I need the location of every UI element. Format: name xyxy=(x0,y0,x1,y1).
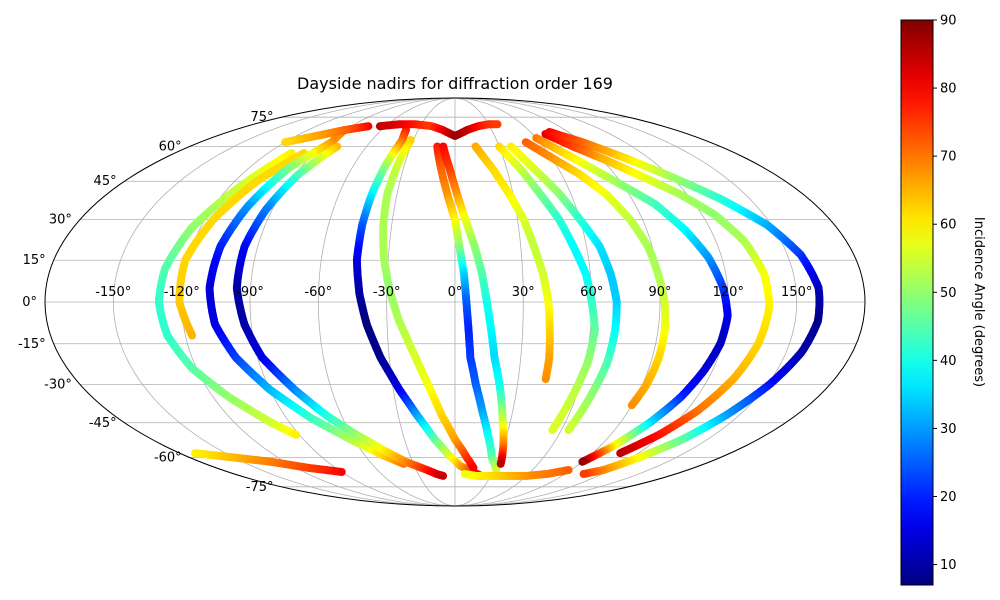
latitude-label: -75° xyxy=(246,480,274,495)
latitude-label: 45° xyxy=(94,174,117,189)
map-boundary xyxy=(44,97,866,507)
colorbar xyxy=(900,19,934,586)
latitude-label: -60° xyxy=(154,451,182,466)
data-point xyxy=(541,375,550,384)
longitude-label: 30° xyxy=(512,285,535,300)
longitude-labels: -150° -120° -90° -60° -30° 0° 30° 60° 90° 120° 150… xyxy=(95,285,812,300)
longitude-label: 0° xyxy=(448,285,463,300)
colorbar-tick-label: 40 xyxy=(940,354,957,369)
data-point xyxy=(578,457,587,466)
longitude-label: 150° xyxy=(781,285,812,300)
chart-title: Dayside nadirs for diffraction order 169 xyxy=(297,74,613,93)
data-point xyxy=(188,331,197,340)
data-points xyxy=(154,120,824,480)
colorbar-tick-label: 90 xyxy=(940,14,957,29)
colorbar-label: Incidence Angle (degrees) xyxy=(971,217,986,387)
colorbar-tick-label: 10 xyxy=(940,558,957,573)
latitude-label: 75° xyxy=(250,110,273,125)
colorbar-tick-label: 20 xyxy=(940,490,957,505)
data-point xyxy=(496,459,505,468)
data-point xyxy=(579,470,588,478)
latitude-label: 60° xyxy=(159,140,182,155)
latitude-label: -15° xyxy=(18,337,46,352)
latitude-label: -30° xyxy=(44,377,72,392)
longitude-label: -30° xyxy=(373,285,401,300)
latitude-label: -45° xyxy=(89,416,117,431)
data-point xyxy=(439,471,448,480)
longitude-label: 60° xyxy=(580,285,603,300)
data-point xyxy=(627,401,636,410)
colorbar-tick-label: 50 xyxy=(940,286,957,301)
colorbar-ticks: 10 20 30 40 50 60 70 80 90 xyxy=(933,14,957,573)
data-point xyxy=(292,430,300,439)
latitude-label: 30° xyxy=(49,213,72,228)
data-point xyxy=(460,470,469,478)
colorbar-tick-label: 30 xyxy=(940,422,957,437)
longitude-label: 120° xyxy=(713,285,744,300)
longitude-label: -60° xyxy=(304,285,332,300)
longitude-label: -150° xyxy=(95,285,131,300)
data-point xyxy=(281,138,290,147)
longitude-label: 90° xyxy=(648,285,671,300)
data-point xyxy=(564,426,573,435)
data-point xyxy=(548,426,557,435)
latitude-label: 15° xyxy=(23,253,46,268)
colorbar-tick-label: 80 xyxy=(940,82,957,97)
latitude-label: 0° xyxy=(22,295,37,310)
colorbar-tick-label: 60 xyxy=(940,218,957,233)
latitude-labels: 75° 60° 45° 30° 15° 0° -15° -30° -45° -60° -75° xyxy=(18,110,274,495)
longitude-label: -120° xyxy=(164,285,200,300)
longitude-label: -90° xyxy=(236,285,264,300)
map-outline xyxy=(44,97,866,507)
data-point xyxy=(191,449,199,458)
colorbar-tick-label: 70 xyxy=(940,150,957,165)
data-point xyxy=(469,464,478,472)
data-point xyxy=(616,449,625,458)
data-point xyxy=(493,120,502,129)
